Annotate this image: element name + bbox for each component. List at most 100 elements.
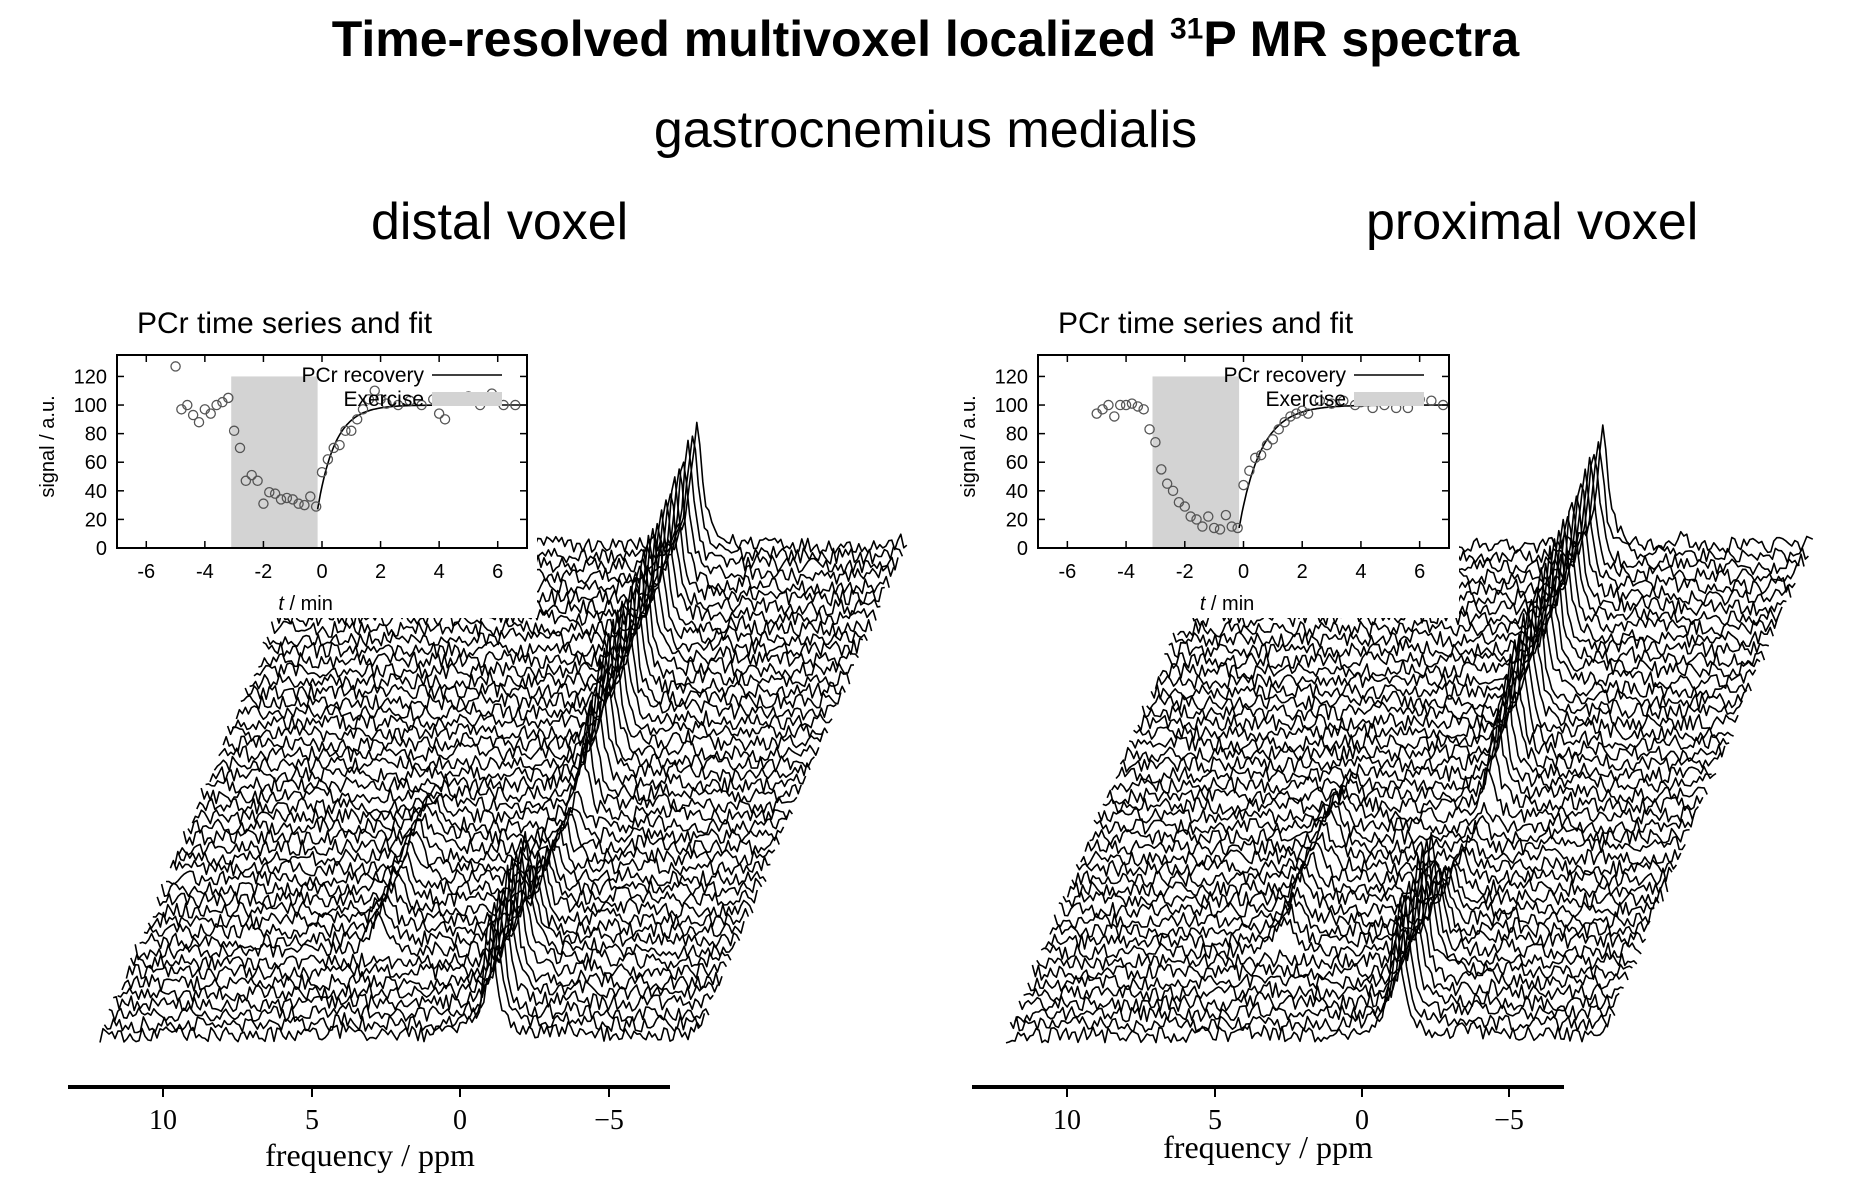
spectrum-trace xyxy=(1133,613,1734,742)
pcr-data-point xyxy=(346,425,357,437)
pcr-data-point xyxy=(416,399,427,411)
legend-swatch-exercise xyxy=(432,392,502,406)
pcr-data-point xyxy=(1426,395,1437,406)
spectrum-trace xyxy=(235,597,837,722)
spectrum-trace xyxy=(117,864,719,1002)
pcr-data-point xyxy=(187,409,199,421)
inset-x-tick-label: -6 xyxy=(137,561,155,583)
spectrum-trace xyxy=(1159,545,1761,680)
spectrum-trace xyxy=(99,914,701,1043)
pcr-data-point xyxy=(351,414,363,425)
inset-x-tick-label: -6 xyxy=(1058,561,1076,583)
inset-title: PCr time series and fit xyxy=(1058,307,1354,340)
pcr-data-point xyxy=(246,469,257,481)
figure-title: Time-resolved multivoxel localized 31P M… xyxy=(0,10,1851,68)
inset-x-tick-label: 6 xyxy=(492,561,503,583)
pcr-data-point xyxy=(1109,411,1120,422)
spectrum-trace xyxy=(1031,847,1633,982)
spectrum-trace xyxy=(1128,633,1730,753)
pcr-data-point xyxy=(340,425,351,437)
pcr-data-point xyxy=(299,499,310,511)
pcr-data-point xyxy=(1338,395,1349,406)
pcr-data-point xyxy=(1179,501,1191,512)
legend-label-pcr-recovery: PCr recovery xyxy=(1223,364,1346,387)
pcr-data-point xyxy=(322,454,334,465)
figure-title-main: Time-resolved multivoxel localized xyxy=(331,11,1170,67)
pcr-data-point xyxy=(1244,465,1255,477)
spectrum-trace xyxy=(1009,897,1612,1033)
spectrum-trace xyxy=(1172,518,1774,648)
pcr-data-point xyxy=(1279,416,1290,428)
spectrum-trace xyxy=(1154,562,1757,690)
frequency-tick-label: 10 xyxy=(1053,1105,1081,1136)
spectrum-trace xyxy=(1036,839,1638,971)
figure-subtitle: gastrocnemius medialis xyxy=(653,101,1198,159)
inset-y-tick-label: 100 xyxy=(995,395,1028,417)
spectrum-trace xyxy=(196,716,798,815)
inset-x-tick-label: 0 xyxy=(1238,561,1249,583)
spectrum-trace xyxy=(1146,588,1748,711)
pcr-data-point xyxy=(293,498,304,509)
spectrum-trace xyxy=(121,856,723,992)
pcr-data-point xyxy=(1138,404,1149,415)
pcr-data-point xyxy=(392,399,404,411)
pcr-data-point xyxy=(205,408,216,419)
spectrum-trace xyxy=(222,618,824,752)
spectrum-trace xyxy=(270,509,873,638)
spectrum-trace xyxy=(103,902,706,1034)
pcr-data-point xyxy=(211,399,222,411)
pcr-data-point xyxy=(1267,434,1279,445)
spectrum-trace xyxy=(1106,714,1708,805)
spectrum-trace xyxy=(1066,851,1669,898)
pcr-data-point xyxy=(170,361,181,372)
frequency-tick-label: 0 xyxy=(1355,1105,1369,1136)
pcr-data-point xyxy=(1232,522,1243,534)
pcr-data-point xyxy=(1167,485,1179,497)
spectrum-trace xyxy=(1071,841,1673,888)
pcr-data-point xyxy=(1285,411,1296,422)
pcr-data-point xyxy=(439,414,451,425)
spectrum-trace xyxy=(1119,653,1722,774)
pcr-data-point xyxy=(275,494,287,505)
pcr-data-point xyxy=(1156,464,1167,475)
spectrum-trace xyxy=(1040,832,1642,961)
spectrum-trace xyxy=(1023,877,1624,1002)
figure-title-superscript: 31 xyxy=(1170,12,1204,46)
inset-y-tick-label: 100 xyxy=(74,395,107,417)
pcr-data-point xyxy=(328,442,339,454)
inset-x-tick-label: -2 xyxy=(1176,561,1194,583)
inset-pcr-plot: PCr time series and fit020406080100120-6… xyxy=(37,307,537,618)
frequency-tick-label: 5 xyxy=(1208,1105,1222,1136)
spectrum-trace xyxy=(1168,529,1770,659)
pcr-data-point xyxy=(258,498,269,509)
pcr-data-point xyxy=(1185,511,1196,522)
spectrum-trace xyxy=(156,845,758,909)
pcr-data-point xyxy=(510,399,521,411)
spectrum-trace xyxy=(209,658,811,784)
spectrum-trace xyxy=(152,855,754,919)
inset-x-tick-label: 0 xyxy=(316,561,327,583)
spectrum-trace xyxy=(1089,800,1690,846)
pcr-data-point xyxy=(234,442,246,454)
spectrum-trace xyxy=(134,831,736,961)
spectrum-trace xyxy=(108,890,710,1023)
pcr-data-point xyxy=(404,395,416,406)
pcr-data-point xyxy=(264,486,275,498)
pcr-data-point xyxy=(316,466,328,478)
inset-y-tick-label: 40 xyxy=(85,481,107,503)
pcr-data-point xyxy=(363,394,375,405)
legend-swatch-exercise xyxy=(1354,392,1424,406)
spectrum-trace xyxy=(249,565,851,690)
pcr-data-point xyxy=(357,404,369,415)
pcr-data-point xyxy=(1220,509,1232,521)
spectrum-trace xyxy=(147,850,750,930)
spectrum-trace xyxy=(218,633,820,763)
spectrum-trace xyxy=(258,534,860,670)
inset-x-axis-label: t / min xyxy=(278,593,332,615)
inset-x-tick-label: 4 xyxy=(1355,561,1366,583)
pcr-data-point xyxy=(1150,436,1161,448)
inset-x-axis-label: t / min xyxy=(1200,593,1254,615)
inset-y-tick-label: 0 xyxy=(96,538,107,560)
panel-title-distal: distal voxel xyxy=(371,193,629,251)
